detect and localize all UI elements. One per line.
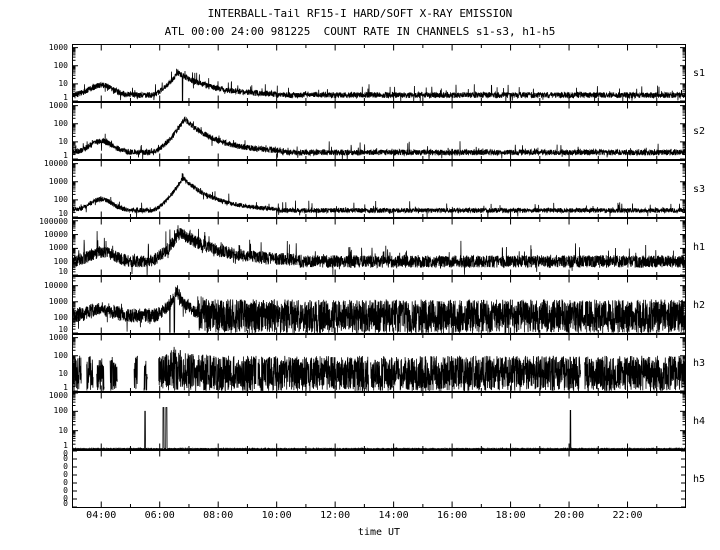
y-tick-label: 1: [63, 383, 68, 392]
channel-label-s1: s1: [693, 68, 706, 79]
panel-h4: 1000 100 10 1 h4: [0, 392, 720, 450]
y-tick-label: 0: [63, 462, 68, 471]
y-tick-label: 100: [53, 350, 68, 360]
y-tick-label: 1000: [48, 176, 68, 186]
channel-label-h3: h3: [693, 358, 706, 369]
signal-trace-h2: [72, 285, 686, 334]
x-tick-label: 04:00: [86, 510, 117, 521]
y-tick-label: 100000: [39, 217, 68, 226]
y-tick-label: 0: [63, 454, 68, 463]
signal-trace-h3: [370, 355, 581, 392]
signal-trace-h3: [584, 355, 686, 392]
y-tick-label: 1000: [48, 43, 68, 52]
x-tick-label: 22:00: [612, 510, 643, 521]
y-tick-label: 10: [58, 209, 68, 218]
signal-trace-h3: [257, 355, 369, 392]
y-tick-label: 0: [63, 478, 68, 487]
x-tick-label: 20:00: [553, 510, 585, 521]
panel-plot-h2: [72, 276, 686, 334]
x-tick-label: 08:00: [203, 510, 234, 521]
panel-plot-h3: [72, 334, 686, 392]
panel-plot-s3: [72, 160, 686, 218]
channel-label-h4: h4: [693, 416, 706, 427]
y-tick-label: 0: [63, 470, 68, 479]
y-tick-label: 10: [58, 425, 68, 435]
y-tick-label: 1000: [48, 333, 68, 342]
y-tick-label: 1: [63, 151, 68, 160]
x-tick-label: 14:00: [378, 510, 409, 521]
y-tick-label: 10000: [43, 229, 68, 239]
channel-label-h5: h5: [693, 474, 706, 485]
y-tick-label: 10: [58, 78, 68, 88]
signal-trace-h3: [109, 356, 118, 391]
chart-title: INTERBALL-Tail RF15-I HARD/SOFT X-RAY EM…: [207, 7, 513, 20]
signal-trace-s1: [72, 68, 686, 102]
y-tick-label: 10: [58, 368, 68, 378]
panel-plot-h5: [72, 450, 686, 508]
y-tick-label: 1000: [48, 296, 68, 306]
signal-trace-h3: [72, 355, 82, 391]
y-tick-label: 0: [63, 486, 68, 495]
y-tick-label: 100: [53, 60, 68, 70]
y-tick-label: 10000: [43, 159, 68, 168]
channel-label-h1: h1: [693, 242, 706, 253]
channel-label-s3: s3: [693, 184, 706, 195]
signal-trace-h3: [133, 355, 138, 390]
y-tick-label: 1000: [48, 243, 68, 253]
signal-trace-h3: [158, 346, 257, 392]
x-tick-label: 18:00: [495, 510, 526, 521]
panel-s2: 1000 100 10 1 s2: [0, 102, 720, 160]
x-axis-labels: 04:00 06:00 08:00 10:00 12:00 14:00 16:00 18:00…: [0, 510, 720, 524]
panel-plot-h4: [72, 392, 686, 450]
panel-plot-h1: [72, 218, 686, 276]
x-axis-title: time UT: [357, 527, 401, 538]
y-tick-label: 10000: [43, 280, 68, 290]
x-tick-label: 12:00: [320, 510, 351, 521]
panel-s3: 10000 1000 100 10 s3: [0, 160, 720, 218]
signal-trace-s3: [72, 173, 686, 218]
panel-plot-s2: [72, 102, 686, 160]
y-tick-label: 0: [63, 494, 68, 503]
signal-trace-h3: [96, 358, 105, 391]
panel-plot-s1: [72, 44, 686, 102]
signal-trace-h3: [86, 356, 94, 391]
y-tick-label: 1000: [48, 391, 68, 400]
x-tick-label: 10:00: [261, 510, 292, 521]
panels-container: 1000 100 10 1 s1 1000 100 10 1 s2 10000 1000 100 10 s3…: [0, 44, 720, 508]
y-tick-label: 10: [58, 325, 68, 334]
channel-label-s2: s2: [693, 126, 706, 137]
y-tick-label: 10: [58, 267, 68, 276]
y-tick-label: 0: [63, 449, 68, 458]
signal-trace-h3: [143, 360, 148, 391]
panel-h1: 100000 10000 1000 100 10 h1: [0, 218, 720, 276]
signal-trace-s2: [72, 116, 686, 160]
signal-trace-h4: [72, 407, 686, 450]
y-tick-label: 1: [63, 93, 68, 102]
panel-h2: 10000 1000 100 10 h2: [0, 276, 720, 334]
panel-h5: 0 0 0 0 0 0 0 0 h5: [0, 450, 720, 508]
y-tick-label: 1: [63, 441, 68, 450]
y-tick-label: 100: [53, 312, 68, 322]
y-tick-label: 1000: [48, 101, 68, 110]
y-tick-label: 100: [53, 257, 68, 267]
panel-h3: 1000 100 10 1 h3: [0, 334, 720, 392]
y-tick-label: 10: [58, 136, 68, 146]
chart-subtitle: ATL 00:00 24:00 981225 COUNT RATE IN CHA…: [164, 25, 556, 38]
y-tick-label: 100: [53, 406, 68, 416]
panel-s1: 1000 100 10 1 s1: [0, 44, 720, 102]
signal-trace-h1: [72, 225, 686, 276]
x-tick-label: 16:00: [437, 510, 468, 521]
y-tick-label: 0: [63, 499, 68, 508]
channel-label-h2: h2: [693, 300, 706, 311]
x-tick-label: 06:00: [144, 510, 175, 521]
y-tick-label: 100: [53, 118, 68, 128]
y-tick-label: 100: [53, 194, 68, 204]
